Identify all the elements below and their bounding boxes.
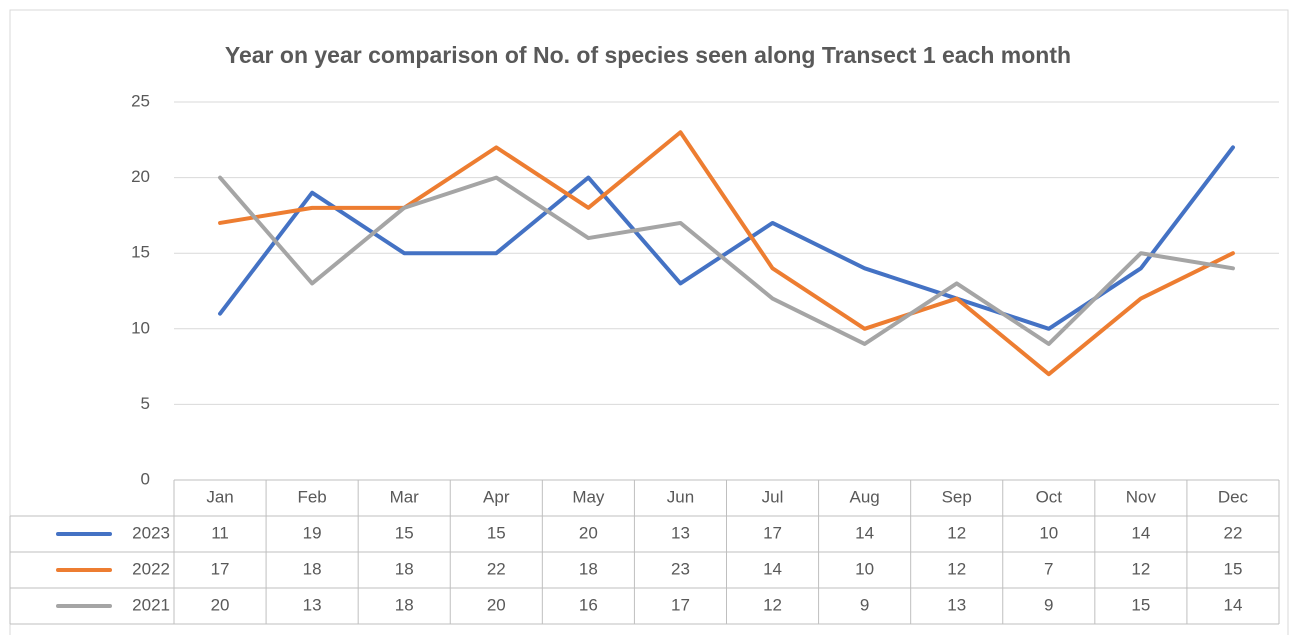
x-tick-label: Aug	[850, 487, 880, 506]
table-value: 9	[1044, 595, 1053, 614]
series-line	[218, 145, 1235, 331]
x-tick-label: Nov	[1126, 487, 1157, 506]
table-value: 14	[763, 559, 782, 578]
table-value: 20	[487, 595, 506, 614]
table-value: 14	[1223, 595, 1242, 614]
x-tick-label: Dec	[1218, 487, 1249, 506]
x-tick-label: May	[572, 487, 605, 506]
x-tick-label: Sep	[942, 487, 972, 506]
y-tick-label: 25	[131, 91, 150, 110]
table-value: 23	[671, 559, 690, 578]
table-value: 18	[579, 559, 598, 578]
x-tick-label: Jul	[762, 487, 784, 506]
x-tick-label: Jun	[667, 487, 694, 506]
x-tick-label: Feb	[297, 487, 326, 506]
table-value: 13	[671, 523, 690, 542]
legend-label: 2022	[132, 559, 170, 578]
table-value: 12	[947, 523, 966, 542]
table-value: 9	[860, 595, 869, 614]
x-tick-label: Apr	[483, 487, 510, 506]
table-value: 20	[579, 523, 598, 542]
table-value: 22	[1223, 523, 1242, 542]
table-value: 10	[1039, 523, 1058, 542]
table-value: 12	[947, 559, 966, 578]
table-value: 17	[671, 595, 690, 614]
table-value: 7	[1044, 559, 1053, 578]
table-value: 22	[487, 559, 506, 578]
table-value: 15	[1223, 559, 1242, 578]
table-value: 18	[395, 559, 414, 578]
table-value: 13	[947, 595, 966, 614]
table-value: 15	[395, 523, 414, 542]
table-value: 11	[211, 523, 229, 542]
table-value: 16	[579, 595, 598, 614]
x-tick-label: Jan	[206, 487, 233, 506]
y-tick-label: 10	[131, 318, 150, 337]
table-value: 14	[1131, 523, 1150, 542]
table-value: 12	[1131, 559, 1150, 578]
y-tick-label: 0	[141, 469, 150, 488]
table-value: 18	[395, 595, 414, 614]
table-value: 10	[855, 559, 874, 578]
table-value: 17	[763, 523, 782, 542]
x-tick-label: Mar	[390, 487, 420, 506]
y-tick-label: 15	[131, 243, 150, 262]
series-line	[218, 130, 1235, 377]
series-line	[218, 175, 1235, 346]
y-tick-label: 5	[141, 394, 150, 413]
y-tick-label: 20	[131, 167, 150, 186]
table-value: 18	[303, 559, 322, 578]
x-tick-label: Oct	[1036, 487, 1063, 506]
table-value: 15	[1131, 595, 1150, 614]
table-value: 12	[763, 595, 782, 614]
table-value: 20	[211, 595, 230, 614]
legend-label: 2023	[132, 523, 170, 542]
table-value: 14	[855, 523, 874, 542]
table-value: 19	[303, 523, 322, 542]
table-value: 13	[303, 595, 322, 614]
chart-title: Year on year comparison of No. of specie…	[225, 42, 1071, 68]
table-value: 17	[211, 559, 230, 578]
legend-label: 2021	[132, 595, 170, 614]
table-value: 15	[487, 523, 506, 542]
chart-border	[9, 9, 1289, 635]
